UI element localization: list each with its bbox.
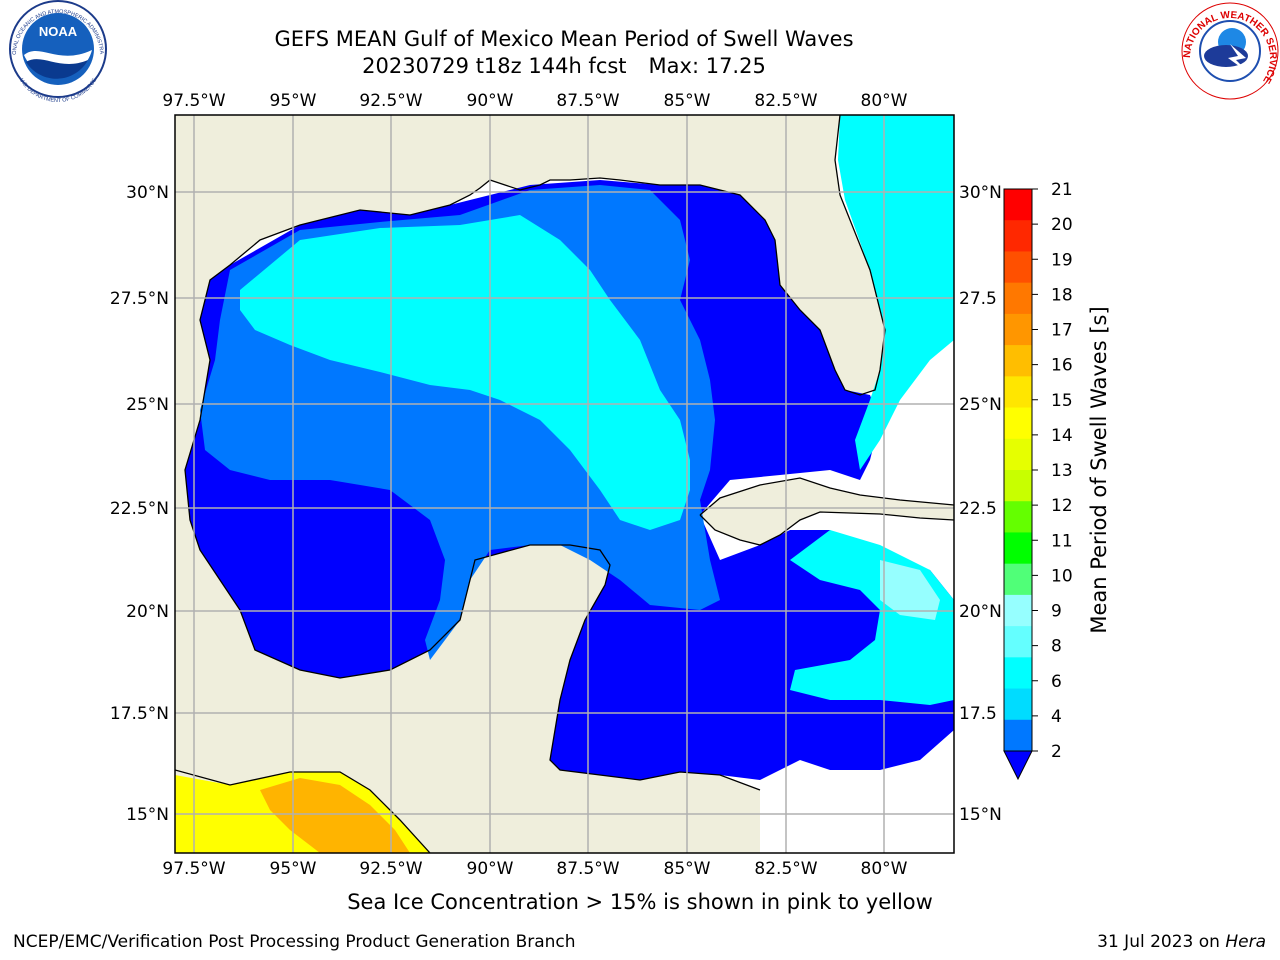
lat-label: 30°N: [126, 183, 169, 203]
swell-east-light: [838, 115, 954, 470]
lon-label: 97.5°W: [162, 91, 225, 111]
lon-label: 87.5°W: [556, 91, 619, 111]
colorbar-tick-label: 9: [1051, 602, 1062, 622]
lat-label: 25°N: [959, 395, 1002, 415]
colorbar-segment: [1004, 594, 1032, 627]
lon-label: 82.5°W: [754, 91, 817, 111]
colorbar-label: Mean Period of Swell Waves [s]: [1087, 306, 1111, 633]
lat-label: 15°N: [126, 805, 169, 825]
lon-label: 92.5°W: [359, 859, 422, 879]
lat-labels-right: 30°N 27.5 25°N 22.5 20°N 17.5 15°N: [959, 183, 1002, 825]
colorbar-segment: [1004, 532, 1032, 565]
colorbar-tick-label: 14: [1051, 426, 1073, 446]
colorbar-segment: [1004, 189, 1032, 221]
svg-text:NOAA: NOAA: [39, 24, 78, 39]
lon-label: 90°W: [467, 91, 514, 111]
colorbar-segment: [1004, 407, 1032, 440]
map-frame: [174, 114, 955, 854]
lon-label: 82.5°W: [754, 859, 817, 879]
lon-label: 95°W: [270, 859, 317, 879]
max-value: Max: 17.25: [648, 54, 766, 78]
sea-ice-caption: Sea Ice Concentration > 15% is shown in …: [347, 890, 933, 914]
land-mass: [175, 115, 885, 853]
colorbar-tick-label: 12: [1051, 496, 1073, 516]
lon-label: 95°W: [270, 91, 317, 111]
colorbar-tick-label: 11: [1051, 531, 1073, 551]
lat-label: 27.5°N: [110, 289, 169, 309]
lon-label: 85°W: [664, 91, 711, 111]
colorbar-segment: [1004, 719, 1032, 752]
lon-labels-top: 97.5°W 95°W 92.5°W 90°W 87.5°W 85°W 82.5…: [162, 91, 907, 111]
map-plot-area: [175, 115, 954, 853]
colorbar-segment: [1004, 501, 1032, 533]
footer-host: Hera: [1225, 932, 1266, 952]
colorbar-tick-label: 20: [1051, 215, 1073, 235]
colorbar-tick-label: 18: [1051, 285, 1073, 305]
colorbar-tick-label: 15: [1051, 391, 1073, 411]
chart-subtitle: 20230729 t18z 144h fcst Max: 17.25: [0, 54, 1128, 78]
lat-label: 15°N: [959, 805, 1002, 825]
colorbar-segment: [1004, 282, 1032, 315]
lon-label: 85°W: [664, 859, 711, 879]
colorbar-tick-label: 2: [1051, 742, 1062, 762]
colorbar-segment: [1004, 251, 1032, 284]
noaa-logo: NOAA NATIONAL OCEANIC AND ATMOSPHERIC AD…: [0, 0, 107, 104]
lon-label: 90°W: [467, 859, 514, 879]
lon-label: 87.5°W: [556, 859, 619, 879]
colorbar-segment: [1004, 220, 1032, 252]
colorbar-segment: [1004, 438, 1032, 471]
graticule: [175, 115, 954, 853]
footer-credit: NCEP/EMC/Verification Post Processing Pr…: [13, 932, 576, 952]
colorbar-tick-label: 6: [1051, 672, 1062, 692]
lat-label: 27.5: [959, 289, 997, 309]
swell-light-region: [240, 215, 690, 530]
colorbar-segment: [1004, 376, 1032, 409]
chart-title: GEFS MEAN Gulf of Mexico Mean Period of …: [274, 27, 854, 51]
lat-label: 17.5: [959, 704, 997, 724]
lat-label: 22.5°N: [110, 499, 169, 519]
lat-label: 30°N: [959, 183, 1002, 203]
cuba: [700, 478, 954, 545]
nws-logo: NATIONAL WEATHER SERVICE: [1181, 2, 1279, 100]
lat-labels-left: 30°N 27.5°N 25°N 22.5°N 20°N 17.5°N 15°N: [110, 183, 169, 825]
colorbar-segment: [1004, 313, 1032, 346]
colorbar-extend-arrow: [1003, 750, 1033, 781]
colorbar-tick-label: 17: [1051, 321, 1073, 341]
lat-label: 25°N: [126, 395, 169, 415]
colorbar-tick-label: 16: [1051, 356, 1073, 376]
sea-ice-orange: [260, 778, 410, 853]
lon-label: 97.5°W: [162, 859, 225, 879]
colorbar: 21 20 19 18 17 16 15 14 13 12 11 10 9 8 6 4 2: [1003, 180, 1073, 781]
colorbar-tick-label: 19: [1051, 250, 1073, 270]
colorbar-segment: [1004, 657, 1032, 690]
forecast-date: 20230729 t18z 144h fcst: [362, 54, 627, 78]
footer-date-text: 31 Jul 2023 on: [1097, 932, 1226, 952]
lon-label: 80°W: [861, 859, 908, 879]
colorbar-tick-label: 4: [1051, 707, 1062, 727]
colorbar-segment: [1004, 626, 1032, 658]
swell-caribbean-pale: [880, 560, 940, 620]
colorbar-tick-label: 8: [1051, 637, 1062, 657]
colorbar-segment: [1004, 345, 1032, 377]
colorbar-tick-label: 10: [1051, 566, 1073, 586]
colorbar-segment: [1004, 688, 1032, 721]
lat-label: 22.5: [959, 499, 997, 519]
lat-label: 20°N: [126, 602, 169, 622]
lat-label: 20°N: [959, 602, 1002, 622]
colorbar-tick-label: 21: [1051, 180, 1073, 200]
colorbar-segment: [1004, 470, 1032, 502]
lon-label: 92.5°W: [359, 91, 422, 111]
lon-labels-bottom: 97.5°W 95°W 92.5°W 90°W 87.5°W 85°W 82.5…: [162, 859, 907, 879]
colorbar-segment: [1004, 563, 1032, 596]
footer-date: 31 Jul 2023 on Hera: [1097, 932, 1266, 952]
lat-label: 17.5°N: [110, 704, 169, 724]
lon-label: 80°W: [861, 91, 908, 111]
colorbar-tick-label: 13: [1051, 461, 1073, 481]
